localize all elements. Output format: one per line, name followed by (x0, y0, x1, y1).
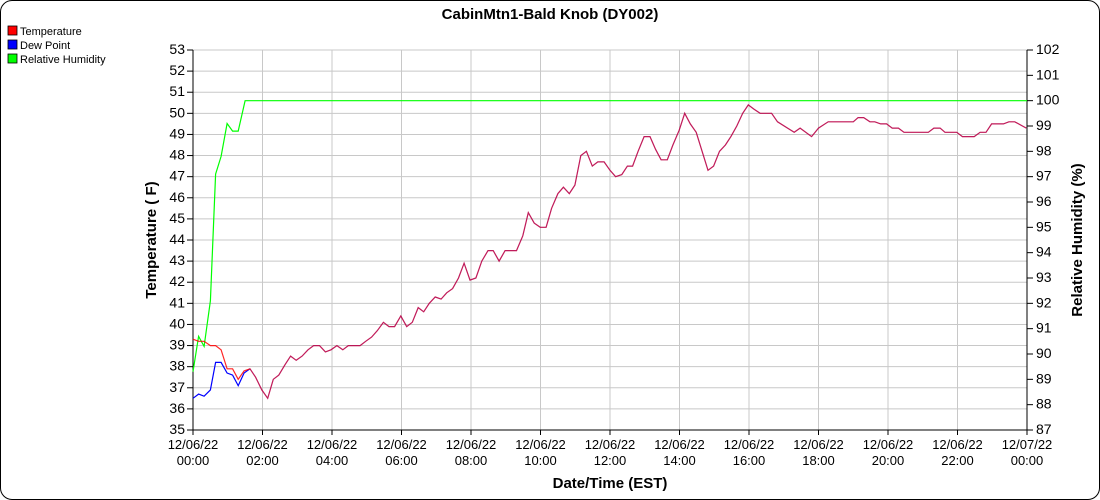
legend-label: Temperature (20, 26, 82, 38)
y-tick-label: 43 (169, 252, 185, 268)
x-tick-time: 10:00 (524, 453, 557, 468)
y2-tick-label: 101 (1036, 66, 1060, 82)
y-tick-label: 39 (169, 337, 185, 353)
x-tick-date: 12/06/22 (585, 437, 636, 452)
x-tick-time: 14:00 (663, 453, 696, 468)
y-tick-label: 40 (169, 315, 185, 331)
x-tick-date: 12/06/22 (932, 437, 983, 452)
y-tick-label: 37 (169, 379, 185, 395)
x-tick-time: 20:00 (872, 453, 905, 468)
x-tick-date: 12/06/22 (376, 437, 427, 452)
y2-tick-label: 99 (1036, 117, 1052, 133)
legend-label: Dew Point (20, 40, 70, 52)
series-lines (192, 100, 1027, 400)
y-tick-label: 47 (169, 168, 185, 184)
x-tick-time: 00:00 (177, 453, 210, 468)
y2-tick-label: 89 (1036, 370, 1052, 386)
x-tick-date: 12/06/22 (237, 437, 288, 452)
y-axis-label: Temperature ( F) (143, 181, 160, 298)
y2-tick-label: 100 (1036, 92, 1060, 108)
y-tick-label: 35 (169, 421, 185, 437)
chart-title: CabinMtn1-Bald Knob (DY002) (442, 6, 659, 23)
y2-tick-label: 95 (1036, 218, 1052, 234)
y2-tick-label: 90 (1036, 345, 1052, 361)
axes: 35 36 37 38 39 40 41 42 43 44 45 46 47 48 49 50 51 52 53 87… (168, 41, 1060, 468)
x-tick-date: 12/06/22 (446, 437, 497, 452)
x-tick-time: 08:00 (455, 453, 488, 468)
legend: Temperature Dew Point Relative Humidity (7, 25, 106, 66)
grid (192, 49, 1028, 431)
legend-swatch (7, 39, 18, 50)
x-tick-date: 12/06/22 (793, 437, 844, 452)
x-tick-date: 12/07/22 (1002, 437, 1053, 452)
y2-tick-label: 96 (1036, 193, 1052, 209)
y2-tick-label: 102 (1036, 41, 1060, 57)
x-tick-time: 02:00 (246, 453, 279, 468)
legend-swatch (7, 53, 18, 64)
x-tick-time: 22:00 (941, 453, 974, 468)
y-tick-label: 38 (169, 358, 185, 374)
y2-tick-label: 97 (1036, 168, 1052, 184)
x-tick-date: 12/06/22 (654, 437, 705, 452)
y-tick-label: 53 (169, 41, 185, 57)
series-line-temperature (192, 104, 1027, 400)
legend-label: Relative Humidity (20, 54, 106, 66)
y2-tick-label: 88 (1036, 396, 1052, 412)
y-tick-label: 45 (169, 210, 185, 226)
y2-tick-label: 87 (1036, 421, 1052, 437)
y2-tick-label: 93 (1036, 269, 1052, 285)
x-tick-time: 12:00 (594, 453, 627, 468)
x-tick-time: 06:00 (385, 453, 418, 468)
y-tick-label: 44 (169, 231, 185, 247)
y-tick-label: 41 (169, 294, 185, 310)
y-tick-label: 51 (169, 83, 185, 99)
x-tick-date: 12/06/22 (168, 437, 219, 452)
series-line-dew-point-overlap (249, 104, 1027, 400)
y-tick-label: 52 (169, 62, 185, 78)
y2-tick-label: 91 (1036, 320, 1052, 336)
x-tick-time: 00:00 (1011, 453, 1044, 468)
y-tick-label: 36 (169, 400, 185, 416)
y-tick-label: 46 (169, 189, 185, 205)
x-tick-time: 16:00 (733, 453, 766, 468)
series-line-dew-point (192, 361, 251, 399)
series-line-relative-humidity (192, 100, 1027, 372)
y2-tick-label: 92 (1036, 294, 1052, 310)
x-tick-time: 04:00 (316, 453, 349, 468)
y2-axis-label: Relative Humidity (%) (1069, 163, 1086, 316)
x-tick-date: 12/06/22 (863, 437, 914, 452)
x-tick-date: 12/06/22 (307, 437, 358, 452)
x-axis-label: Date/Time (EST) (553, 475, 668, 492)
legend-swatch (7, 25, 18, 36)
x-tick-date: 12/06/22 (515, 437, 566, 452)
y-tick-label: 48 (169, 147, 185, 163)
x-tick-time: 18:00 (802, 453, 835, 468)
y2-tick-label: 98 (1036, 142, 1052, 158)
x-tick-date: 12/06/22 (724, 437, 775, 452)
y2-tick-label: 94 (1036, 244, 1052, 260)
y-tick-label: 49 (169, 125, 185, 141)
y-tick-label: 50 (169, 104, 185, 120)
y-tick-label: 42 (169, 273, 185, 289)
